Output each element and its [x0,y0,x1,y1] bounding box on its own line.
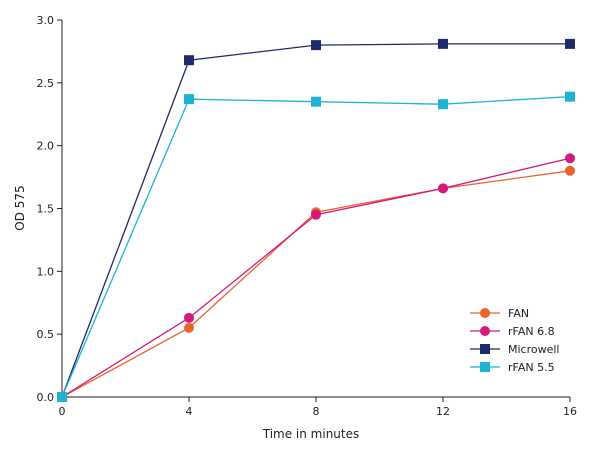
data-point-fan [565,165,575,176]
data-point-rfan-5-5 [438,99,448,110]
legend-item-rfan-6-8: rFAN 6.8 [470,325,555,338]
axes: 0.0 0.5 1.0 1.5 2.0 2.5 3.0 0 4 8 12 16 [37,14,578,418]
y-tick-label: 1.0 [37,265,55,278]
data-point-rfan-6-8 [565,153,575,164]
legend: FAN rFAN 6.8 Microwell rFAN 5.5 [470,307,559,374]
x-tick-label: 16 [563,405,577,418]
y-tick-label: 2.0 [37,140,55,153]
series-rfan-5-5 [57,91,575,402]
x-tick-label: 12 [436,405,450,418]
legend-marker [480,362,490,372]
legend-label: FAN [508,307,529,320]
data-point-microwell [565,38,575,49]
series-line-rfan-5-5 [61,96,571,398]
data-point-rfan-6-8 [311,209,321,220]
x-tick-label: 4 [186,405,193,418]
data-point-rfan-6-8 [184,312,194,323]
series-rfan-6-8 [57,153,575,402]
legend-label: rFAN 5.5 [508,361,555,374]
legend-label: rFAN 6.8 [508,325,555,338]
data-point-rfan-5-5 [57,392,67,402]
data-point-microwell [311,40,321,51]
series-microwell [57,38,575,402]
data-point-rfan-5-5 [311,96,321,107]
y-tick-label: 2.5 [37,77,55,90]
y-axis-title: OD 575 [13,185,27,230]
data-point-fan [184,322,194,333]
data-point-microwell [438,38,448,49]
series-line-fan [61,170,571,398]
data-point-rfan-6-8 [438,183,448,194]
legend-marker [480,308,490,318]
y-tick-label: 3.0 [37,14,55,27]
x-tick-label: 8 [313,405,320,418]
legend-marker [480,326,490,336]
y-tick-label: 1.5 [37,203,55,216]
legend-marker [480,344,490,354]
legend-label: Microwell [508,343,559,356]
legend-item-rfan-5-5: rFAN 5.5 [470,361,555,374]
legend-item-microwell: Microwell [470,343,559,356]
data-point-rfan-5-5 [565,91,575,102]
legend-item-fan: FAN [470,307,529,320]
x-tick-label: 0 [59,405,66,418]
y-tick-label: 0.0 [37,391,55,404]
y-tick-label: 0.5 [37,328,55,341]
data-point-microwell [184,55,194,66]
x-axis-title: Time in minutes [262,427,360,441]
series-group [57,38,575,402]
data-point-rfan-5-5 [184,94,194,105]
